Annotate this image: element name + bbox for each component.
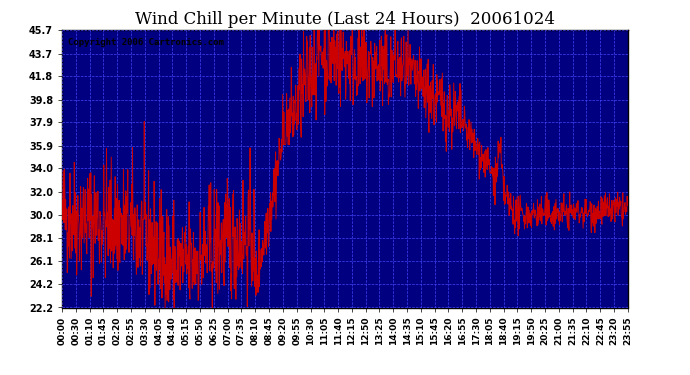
- Text: Wind Chill per Minute (Last 24 Hours)  20061024: Wind Chill per Minute (Last 24 Hours) 20…: [135, 11, 555, 28]
- Text: Copyright 2006 Cartronics.com: Copyright 2006 Cartronics.com: [68, 38, 224, 47]
